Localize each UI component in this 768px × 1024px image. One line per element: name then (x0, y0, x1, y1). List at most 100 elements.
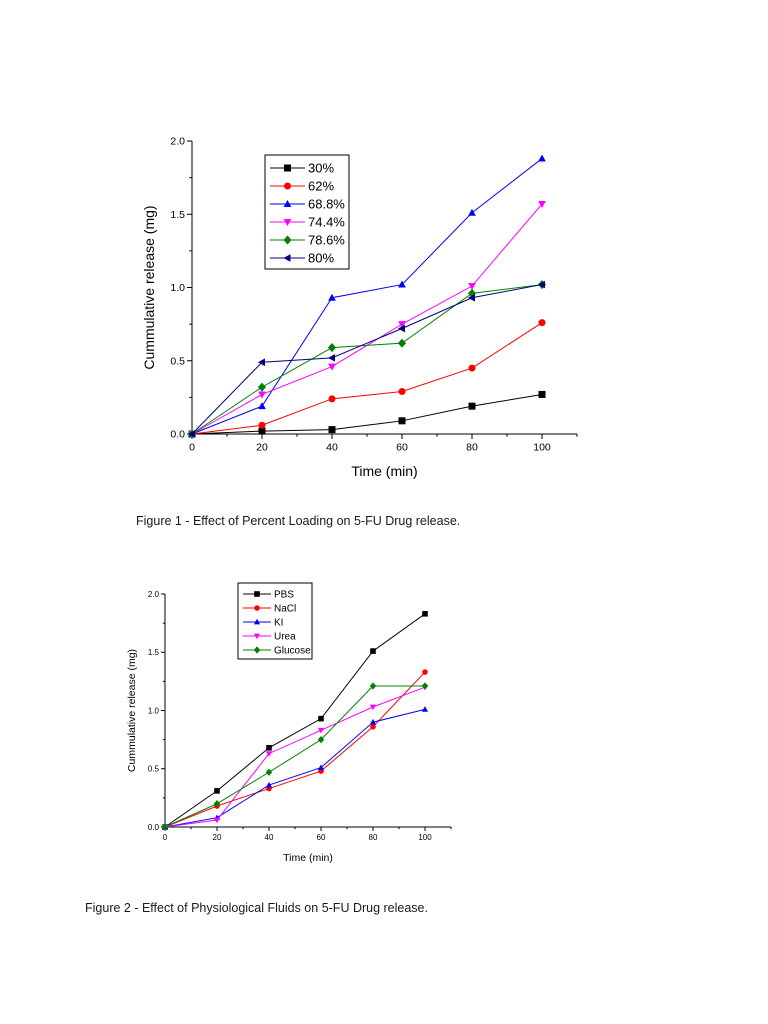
data-point (265, 768, 273, 776)
data-point (258, 391, 266, 399)
data-point (467, 288, 477, 298)
x-axis-title: Time (min) (351, 463, 417, 479)
data-point (398, 280, 406, 288)
data-point (328, 293, 336, 301)
legend: PBS NaCl KI Urea Glucose (237, 582, 313, 660)
legend-marker-74-4 (283, 219, 292, 227)
series-urea (161, 684, 429, 831)
data-point (398, 321, 406, 329)
x-tick-label: 20 (213, 833, 222, 842)
data-point (537, 280, 545, 289)
series-line-62 (191, 322, 543, 435)
legend-label-glucose: Glucose (274, 646, 311, 657)
y-axis-title: Cummulative release (mg) (141, 205, 157, 369)
legend-label-urea: Urea (274, 632, 296, 643)
series-line-30 (191, 393, 543, 435)
data-point (369, 718, 377, 725)
x-tick-label: 60 (396, 442, 408, 454)
data-point (538, 201, 546, 209)
x-tick-label: 20 (256, 442, 268, 454)
x-tick-label: 80 (466, 442, 478, 454)
legend-marker-80 (283, 254, 291, 262)
data-point (467, 293, 475, 302)
chart-percent-loading: 0 20 40 60 80 100 0.0 0.5 1.0 1.5 2.0 Time (min) Cum… (141, 136, 578, 479)
x-tick-label: 40 (326, 442, 338, 454)
legend-marker-78-6 (283, 235, 292, 245)
legend-label-74-4: 74.4% (308, 215, 345, 230)
x-tick-label: 0 (163, 833, 168, 842)
series-line-pbs (164, 613, 426, 828)
y-axis-title: Cummulative release (mg) (126, 649, 138, 772)
y-tick-label: 0.5 (148, 765, 160, 774)
data-point (370, 724, 376, 730)
x-tick-label: 80 (369, 833, 378, 842)
figure-1-caption: Figure 1 - Effect of Percent Loading on … (136, 514, 461, 528)
data-point (397, 338, 407, 348)
data-point (468, 402, 476, 410)
series-line-glucose (164, 685, 425, 828)
data-point (421, 682, 429, 690)
data-point (327, 343, 337, 353)
series-line-ki (164, 708, 426, 828)
x-tick-label: 100 (418, 833, 432, 842)
legend-label-68-8: 68.8% (308, 197, 345, 212)
legend-marker-pbs (254, 591, 260, 597)
data-point (161, 823, 169, 831)
data-point (317, 735, 325, 744)
y-tick-label: 2.0 (170, 136, 185, 148)
x-tick-label: 0 (189, 442, 195, 454)
legend-box (264, 154, 350, 270)
legend-label-78-6: 78.6% (308, 233, 345, 248)
data-point (258, 421, 266, 429)
data-point (328, 363, 336, 371)
data-point (318, 715, 324, 722)
data-point (265, 781, 273, 788)
x-tick-label: 60 (317, 833, 326, 842)
legend-marker-glucose (253, 646, 261, 654)
data-point (421, 706, 429, 712)
y-tick-label: 0.0 (148, 823, 160, 832)
legend-marker-ki (253, 618, 261, 625)
series-glucose (161, 682, 429, 831)
data-point (266, 744, 272, 751)
data-point (214, 788, 220, 794)
legend-marker-nacl (254, 605, 260, 611)
data-point (468, 208, 476, 216)
series-62 (188, 319, 546, 438)
x-axis-title: Time (min) (283, 852, 333, 864)
legend-label-80: 80% (308, 251, 334, 266)
y-tick-label: 0.5 (170, 355, 185, 367)
data-point (468, 364, 476, 372)
data-point (538, 154, 546, 162)
data-point (369, 704, 377, 711)
data-point (397, 324, 405, 333)
data-point (370, 648, 376, 654)
y-tick-label: 1.0 (170, 282, 185, 294)
y-tick-label: 1.5 (148, 648, 160, 657)
data-point (328, 395, 336, 403)
y-tick-label: 2.0 (148, 590, 160, 599)
data-point (468, 283, 476, 291)
chart-physiological-fluids: 0 20 40 60 80 100 0.0 0.5 1.0 1.5 2.0 Time (min) Cum… (126, 582, 452, 864)
data-point (422, 669, 428, 675)
data-point (422, 611, 428, 617)
x-tick-label: 100 (533, 442, 551, 454)
y-tick-label: 1.0 (148, 706, 160, 715)
data-point (213, 817, 221, 824)
data-point (317, 727, 325, 734)
data-point (398, 388, 406, 396)
data-point (257, 358, 265, 367)
legend-label-30: 30% (308, 161, 334, 176)
y-tick-label: 0.0 (170, 429, 185, 441)
series-line-80 (191, 284, 543, 435)
legend-marker-urea (253, 633, 261, 640)
data-point (258, 402, 266, 410)
figure-2-caption: Figure 2 - Effect of Physiological Fluid… (85, 901, 428, 915)
series-line-urea (164, 686, 426, 828)
legend-marker-68-8 (283, 199, 292, 207)
data-point (187, 430, 195, 438)
series-line-78-6 (191, 284, 543, 435)
x-tick-label: 40 (265, 833, 274, 842)
data-point (258, 427, 266, 435)
legend-label-pbs: PBS (274, 590, 294, 601)
